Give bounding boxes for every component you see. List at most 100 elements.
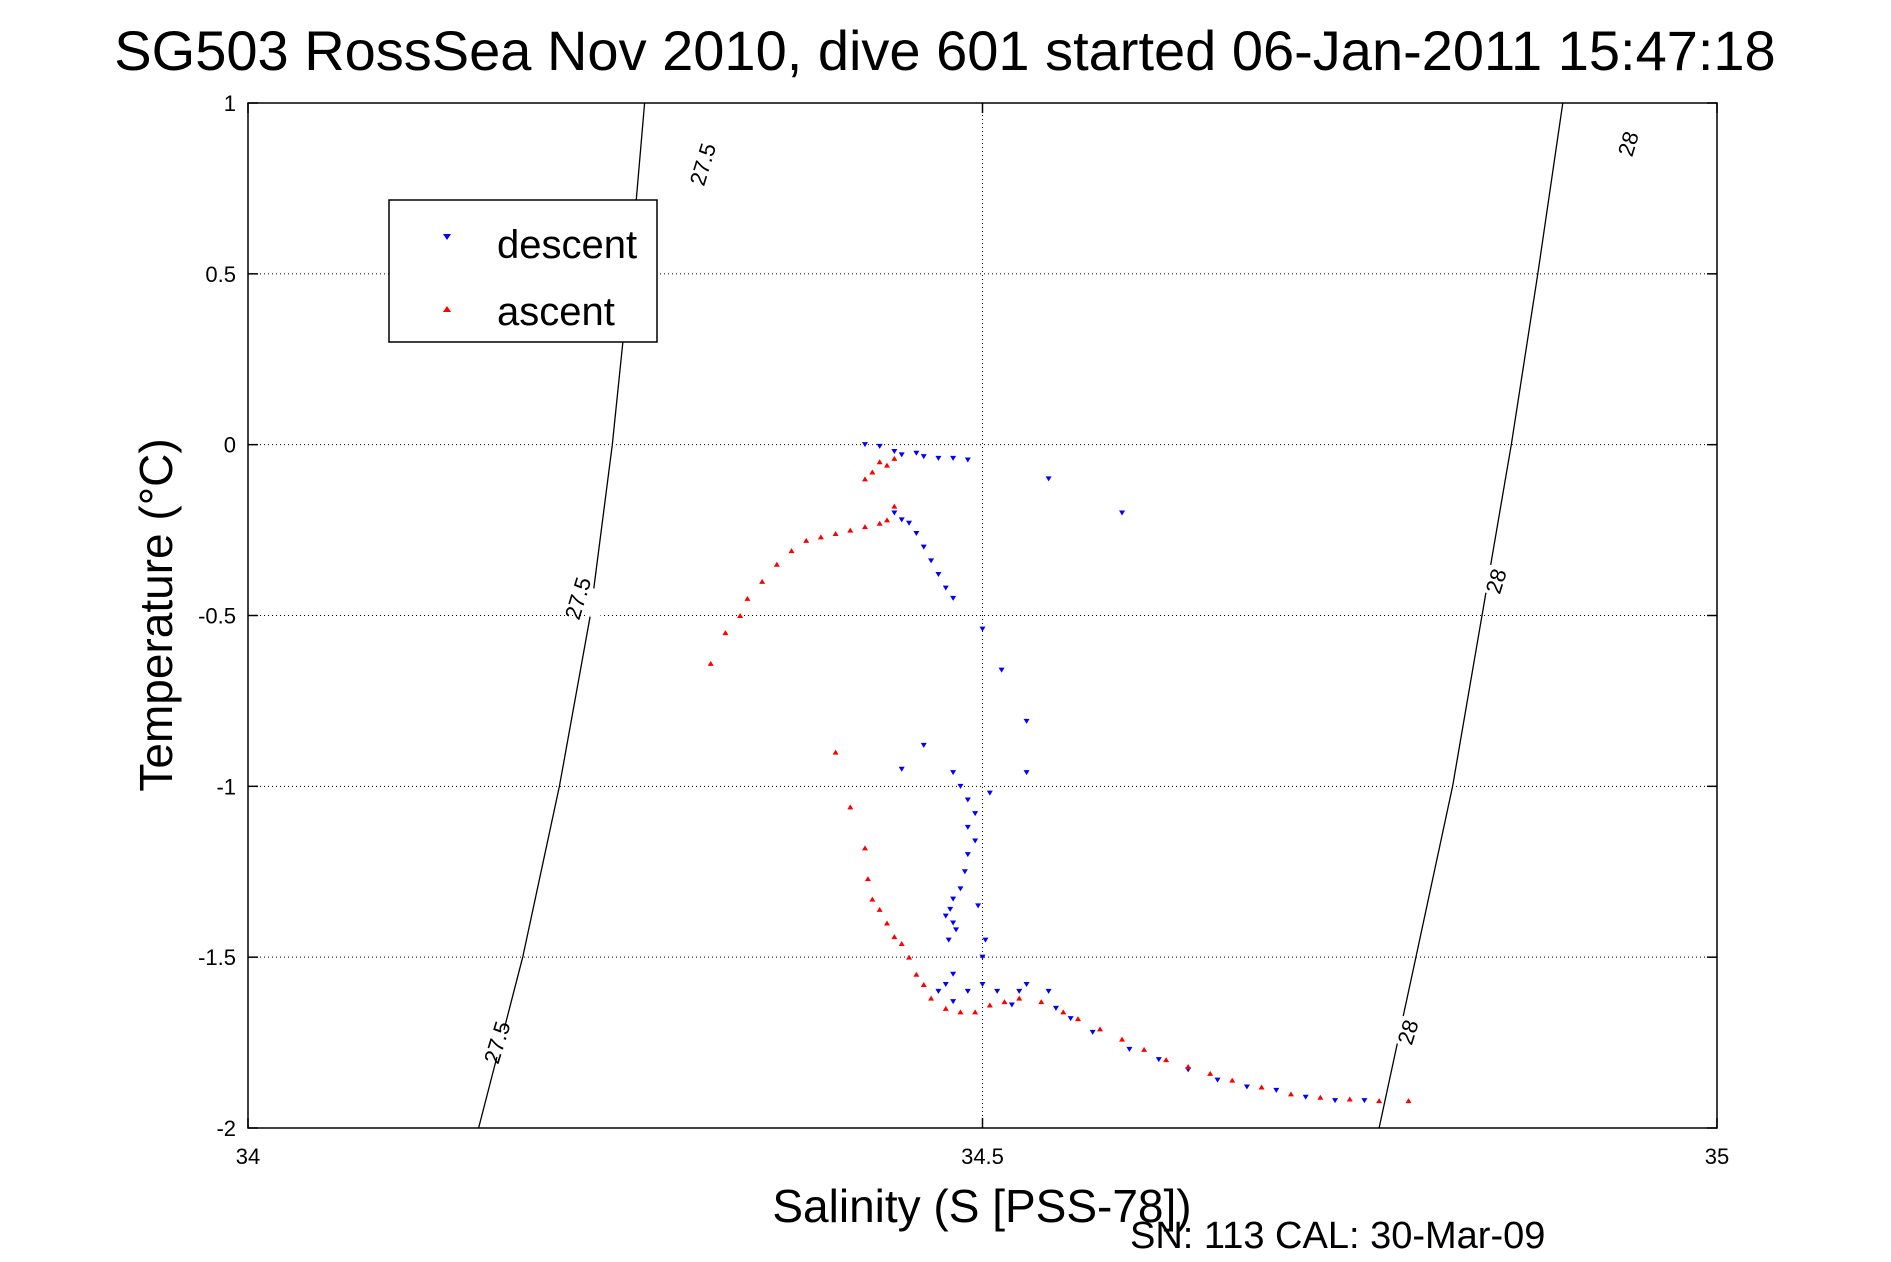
descent-point bbox=[891, 449, 898, 454]
ascent-point bbox=[759, 578, 766, 584]
ascent-point bbox=[913, 971, 920, 977]
y-tick-label: 0 bbox=[224, 433, 236, 458]
contour-label-bg bbox=[1599, 123, 1658, 165]
descent-point bbox=[942, 913, 949, 919]
descent-point bbox=[979, 954, 986, 960]
descent-point bbox=[1302, 1094, 1309, 1100]
descent-point bbox=[1023, 770, 1030, 776]
ascent-point bbox=[884, 920, 891, 926]
ascent-point bbox=[788, 548, 795, 554]
descent-point bbox=[928, 558, 935, 564]
descent-point bbox=[861, 442, 868, 448]
ascent-point bbox=[1074, 1016, 1081, 1022]
descent-point bbox=[1089, 1029, 1096, 1035]
descent-point bbox=[920, 544, 927, 550]
ascent-point bbox=[722, 630, 729, 636]
descent-point bbox=[942, 982, 949, 987]
descent-point bbox=[986, 790, 993, 796]
ascent-point bbox=[1207, 1070, 1214, 1076]
descent-point bbox=[1052, 1005, 1059, 1011]
descent-point bbox=[950, 770, 957, 776]
descent-point bbox=[1045, 476, 1052, 482]
descent-point bbox=[906, 520, 913, 526]
ascent-point bbox=[891, 503, 898, 509]
ascent-point bbox=[957, 1009, 964, 1015]
y-tick-label: 1 bbox=[224, 91, 236, 116]
descent-point bbox=[1126, 1046, 1133, 1052]
ascent-point bbox=[920, 982, 927, 987]
legend-descent-marker bbox=[443, 234, 451, 240]
ascent-point bbox=[861, 845, 868, 851]
descent-point bbox=[979, 982, 986, 987]
descent-point bbox=[950, 971, 957, 977]
descent-point bbox=[913, 531, 920, 536]
legend-ascent-label: ascent bbox=[497, 290, 615, 334]
ascent-point bbox=[1163, 1057, 1170, 1063]
y-tick-label: -1.5 bbox=[198, 945, 236, 970]
ascent-point bbox=[876, 520, 883, 526]
descent-point bbox=[972, 811, 979, 817]
ascent-point bbox=[773, 561, 780, 567]
descent-point bbox=[1243, 1084, 1250, 1090]
descent-point bbox=[935, 572, 942, 577]
ascent-point bbox=[898, 941, 905, 946]
descent-point bbox=[994, 988, 1001, 994]
ascent-point bbox=[707, 660, 714, 666]
ascent-point bbox=[1016, 995, 1023, 1001]
ascent-point bbox=[803, 537, 810, 543]
footer-serial-cal: SN: 113 CAL: 30-Mar-09 bbox=[1130, 1215, 1545, 1257]
ascent-point bbox=[1119, 1036, 1126, 1042]
descent-point bbox=[961, 869, 968, 875]
y-tick-label: 0.5 bbox=[205, 262, 236, 287]
descent-point bbox=[920, 742, 927, 748]
descent-point bbox=[1008, 1002, 1015, 1008]
ascent-point bbox=[864, 876, 871, 882]
legend: descent ascent bbox=[388, 199, 658, 343]
isopycnal-line-28 bbox=[1378, 102, 1564, 1129]
ascent-point bbox=[972, 1009, 979, 1015]
descent-point bbox=[957, 886, 964, 892]
descent-point bbox=[945, 937, 952, 943]
descent-point bbox=[950, 595, 957, 601]
descent-point bbox=[953, 927, 960, 933]
descent-point bbox=[950, 920, 957, 926]
ascent-point bbox=[1001, 999, 1008, 1005]
descent-point bbox=[964, 852, 971, 858]
x-tick-label: 35 bbox=[1705, 1144, 1729, 1169]
descent-point bbox=[1119, 510, 1126, 516]
y-tick-label: -1 bbox=[216, 774, 236, 799]
x-ticks: 34 34.5 35 bbox=[236, 103, 1729, 1169]
ascent-point bbox=[891, 455, 898, 461]
descent-point bbox=[947, 906, 954, 912]
ascent-point bbox=[884, 517, 891, 523]
contour-label-bg bbox=[1467, 560, 1526, 603]
ascent-point bbox=[1185, 1064, 1192, 1069]
descent-point bbox=[935, 988, 942, 994]
descent-point bbox=[1155, 1057, 1162, 1063]
ascent-point bbox=[861, 476, 868, 482]
contour-label-bg bbox=[1379, 1011, 1438, 1054]
descent-point bbox=[1016, 988, 1023, 994]
descent-point bbox=[972, 838, 979, 844]
ascent-point bbox=[869, 469, 876, 475]
descent-point bbox=[950, 999, 957, 1005]
x-tick-label: 34.5 bbox=[961, 1144, 1004, 1169]
ascent-point bbox=[832, 749, 839, 755]
descent-point bbox=[979, 626, 986, 632]
chart-title: SG503 RossSea Nov 2010, dive 601 started… bbox=[114, 19, 1775, 82]
descent-point bbox=[898, 517, 905, 523]
descent-point bbox=[1023, 982, 1030, 987]
descent-point bbox=[964, 457, 971, 463]
descent-point bbox=[964, 797, 971, 803]
descent-point bbox=[876, 443, 883, 449]
descent-point bbox=[1023, 718, 1030, 724]
descent-point bbox=[964, 824, 971, 830]
ascent-point bbox=[1287, 1091, 1294, 1097]
legend-ascent-marker bbox=[443, 306, 451, 312]
ascent-point bbox=[1038, 999, 1045, 1005]
ascent-point bbox=[884, 462, 891, 468]
contour-label-bg bbox=[468, 1021, 527, 1064]
ascent-point bbox=[744, 595, 751, 601]
